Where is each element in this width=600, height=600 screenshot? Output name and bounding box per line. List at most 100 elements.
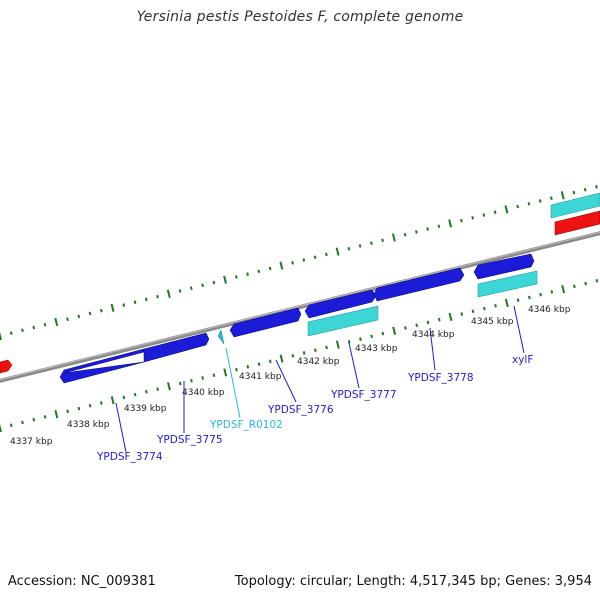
- map-title: Yersinia pestis Pestoides F, complete ge…: [136, 9, 464, 25]
- scale-minor-tick: [460, 312, 464, 316]
- scale-minor-tick: [21, 420, 24, 425]
- scale-major-tick: [223, 368, 228, 377]
- scale-major-tick: [504, 298, 509, 308]
- accession-text: Accession: NC_009381: [8, 574, 156, 589]
- scale-minor-tick: [493, 210, 497, 215]
- scale-minor-tick: [325, 252, 328, 257]
- gene-label-ypdsf-r0102: YPDSF_R0102: [209, 419, 283, 431]
- scale-minor-tick: [88, 311, 92, 316]
- kbp-label: 4341 kbp: [239, 372, 282, 382]
- scale-minor-tick: [460, 218, 463, 223]
- scale-minor-tick: [99, 308, 103, 313]
- gene-label-xylf: xylF: [512, 354, 533, 366]
- scale-minor-tick: [358, 244, 362, 248]
- kbp-label: 4344 kbp: [412, 330, 455, 340]
- scale-minor-tick: [313, 255, 317, 260]
- kbp-labels: 4337 kbp 4338 kbp 4339 kbp 4340 kbp 4341…: [10, 305, 571, 447]
- scale-minor-tick: [66, 409, 69, 414]
- scale-minor-tick: [21, 328, 24, 333]
- scale-major-tick: [335, 340, 340, 349]
- scale-minor-tick: [43, 415, 47, 419]
- scale-minor-tick: [268, 359, 272, 364]
- scale-minor-tick: [201, 376, 205, 380]
- scale-minor-tick: [189, 286, 193, 290]
- scale-minor-tick: [156, 294, 159, 299]
- red-feature-top: [554, 210, 600, 236]
- scale-minor-tick: [235, 367, 238, 372]
- scale-minor-tick: [212, 373, 216, 378]
- scale-minor-tick: [246, 272, 249, 276]
- scale-minor-tick: [133, 300, 137, 305]
- scale-minor-tick: [471, 216, 474, 220]
- cds-arrow-ypdsf-3777: [304, 289, 377, 319]
- kbp-label: 4338 kbp: [67, 420, 110, 430]
- scale-minor-tick: [584, 281, 587, 286]
- scale-minor-tick: [178, 381, 182, 386]
- scale-minor-tick: [370, 334, 373, 339]
- scale-major-tick: [0, 331, 2, 341]
- gene-label-ypdsf-3775: YPDSF_3775: [156, 434, 223, 446]
- scale-minor-tick: [190, 378, 193, 383]
- scale-minor-tick: [66, 317, 69, 321]
- scale-minor-tick: [201, 283, 204, 288]
- scale-major-tick: [392, 326, 397, 335]
- scale-minor-tick: [359, 337, 362, 341]
- scale-minor-tick: [482, 306, 486, 311]
- scale-minor-tick: [426, 227, 429, 231]
- scale-major-tick: [448, 312, 453, 322]
- scale-minor-tick: [415, 323, 419, 328]
- scale-minor-tick: [347, 246, 351, 251]
- scale-minor-tick: [538, 199, 542, 203]
- scale-major-tick: [335, 247, 340, 256]
- scale-minor-tick: [426, 320, 430, 325]
- cds-arrow-xylf: [473, 253, 535, 280]
- scale-minor-tick: [302, 351, 306, 355]
- scale-major-tick: [279, 261, 284, 270]
- kbp-label: 4339 kbp: [124, 404, 167, 414]
- cyan-feature-top: [550, 192, 600, 219]
- scale-minor-tick: [156, 387, 160, 391]
- scale-minor-tick: [257, 362, 261, 366]
- scale-minor-tick: [381, 238, 384, 243]
- scale-minor-tick: [550, 290, 554, 294]
- scale-minor-tick: [144, 297, 148, 302]
- scale-major-tick: [54, 409, 59, 419]
- scale-major-tick: [110, 303, 115, 312]
- scale-major-tick: [279, 354, 284, 363]
- scale-minor-tick: [43, 322, 47, 327]
- scale-minor-tick: [550, 196, 553, 200]
- upper-scale-track: [0, 185, 598, 341]
- red-feature-left: [0, 359, 13, 374]
- scale-minor-tick: [437, 317, 441, 322]
- scale-minor-tick: [234, 275, 238, 279]
- scale-minor-tick: [246, 365, 250, 369]
- scale-minor-tick: [145, 390, 148, 394]
- scale-minor-tick: [583, 187, 587, 192]
- scale-minor-tick: [32, 325, 36, 330]
- scale-minor-tick: [573, 284, 576, 289]
- cyan-feature-1: [307, 305, 379, 337]
- lower-scale-track: [0, 278, 599, 433]
- scale-minor-tick: [471, 309, 475, 314]
- kbp-label: 4345 kbp: [471, 317, 514, 327]
- scale-minor-tick: [527, 201, 531, 206]
- scale-minor-tick: [122, 395, 126, 400]
- gene-label-ypdsf-3777: YPDSF_3777: [330, 389, 397, 401]
- scale-minor-tick: [403, 232, 407, 237]
- scale-major-tick: [54, 317, 59, 327]
- scale-minor-tick: [100, 401, 103, 405]
- scale-major-tick: [223, 275, 227, 284]
- scale-minor-tick: [9, 331, 13, 335]
- scale-major-tick: [166, 289, 171, 298]
- gene-leader-lines: [115, 305, 525, 453]
- scale-minor-tick: [88, 403, 92, 408]
- scale-minor-tick: [415, 230, 418, 234]
- scale-minor-tick: [325, 345, 328, 350]
- scale-major-tick: [0, 423, 2, 433]
- scale-minor-tick: [77, 406, 81, 411]
- scale-major-tick: [167, 382, 171, 391]
- scale-minor-tick: [482, 213, 486, 217]
- cds-arrow-ypdsf-3778: [373, 267, 465, 302]
- scale-minor-tick: [516, 204, 520, 209]
